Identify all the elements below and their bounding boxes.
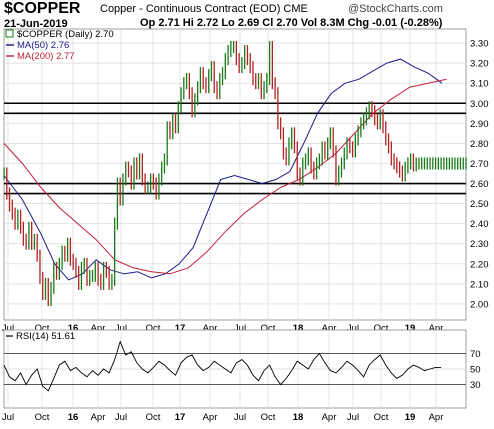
rsi-tick-label: 50 — [470, 365, 481, 376]
price-x-tick-label: Jul — [347, 323, 359, 334]
price-x-tick-label: Apr — [429, 323, 444, 334]
price-tick-label: 2.60 — [470, 179, 489, 190]
price-x-tick-label: Jul — [2, 323, 14, 334]
rsi-x-tick-label: Apr — [322, 412, 337, 423]
rsi-x-tick-label: 19 — [405, 412, 416, 423]
price-legend-label: MA(200) 2.77 — [17, 51, 75, 62]
price-x-tick-label: 18 — [293, 323, 304, 334]
price-legend-label: $COPPER (Daily) 2.70 — [17, 29, 114, 40]
stockcharts-brand: @StockCharts.com — [348, 3, 443, 15]
rsi-legend-label: RSI(14) 51.61 — [16, 331, 75, 342]
rsi-line — [3, 340, 442, 392]
price-tick-label: 2.10 — [470, 279, 489, 290]
rsi-x-tick-label: Oct — [261, 412, 276, 423]
rsi-x-tick-label: Jul — [2, 412, 14, 423]
price-tick-label: 3.10 — [470, 79, 489, 90]
price-tick-label: 2.70 — [470, 159, 489, 170]
symbol-title: $COPPER — [4, 0, 81, 17]
price-x-tick-label: 19 — [405, 323, 416, 334]
price-tick-label: 3.30 — [470, 39, 489, 50]
exchange-text: CME — [283, 3, 308, 15]
price-x-tick-label: Jul — [115, 323, 127, 334]
price-x-tick-label: Jul — [234, 323, 246, 334]
price-x-tick-label: Oct — [35, 323, 50, 334]
price-x-tick-label: Apr — [91, 323, 106, 334]
rsi-x-tick-label: 16 — [68, 412, 79, 423]
price-tick-label: 3.20 — [470, 59, 489, 70]
rsi-x-tick-label: Oct — [146, 412, 161, 423]
price-tick-label: 2.90 — [470, 119, 489, 130]
rsi-x-tick-label: Jul — [234, 412, 246, 423]
price-x-tick-label: Apr — [203, 323, 218, 334]
rsi-x-tick-label: Apr — [203, 412, 218, 423]
description-text: Copper - Continuous Contract (EOD) — [100, 3, 281, 15]
price-x-tick-label: Oct — [261, 323, 276, 334]
price-tick-label: 2.00 — [470, 299, 489, 310]
rsi-x-tick-label: Jul — [347, 412, 359, 423]
price-x-tick-label: Oct — [374, 323, 389, 334]
rsi-x-tick-label: Jul — [115, 412, 127, 423]
price-tick-label: 2.20 — [470, 259, 489, 270]
ma200-line — [3, 78, 447, 275]
rsi-tick-label: 30 — [470, 380, 481, 391]
contract-description: Copper - Continuous Contract (EOD) CME — [100, 3, 308, 15]
price-x-tick-label: Apr — [322, 323, 337, 334]
rsi-x-tick-label: Apr — [429, 412, 444, 423]
rsi-x-tick-label: 18 — [293, 412, 304, 423]
price-tick-label: 3.00 — [470, 99, 489, 110]
price-tick-label: 2.30 — [470, 239, 489, 250]
quote-summary: Op 2.71 Hi 2.72 Lo 2.69 Cl 2.70 Vol 8.3M… — [140, 17, 443, 29]
price-tick-label: 2.50 — [470, 199, 489, 210]
price-x-tick-label: 16 — [68, 323, 79, 334]
price-legend-label: MA(50) 2.76 — [17, 40, 69, 51]
rsi-x-tick-label: 17 — [175, 412, 186, 423]
price-tick-label: 2.80 — [470, 139, 489, 150]
price-x-tick-label: Oct — [146, 323, 161, 334]
rsi-x-tick-label: Oct — [35, 412, 50, 423]
chart-date: 21-Jun-2019 — [4, 18, 68, 30]
legend-swatch — [5, 29, 14, 38]
price-x-tick-label: 17 — [175, 323, 186, 334]
rsi-x-tick-label: Apr — [91, 412, 106, 423]
rsi-tick-label: 70 — [470, 349, 481, 360]
rsi-x-tick-label: Oct — [374, 412, 389, 423]
price-tick-label: 2.40 — [470, 219, 489, 230]
